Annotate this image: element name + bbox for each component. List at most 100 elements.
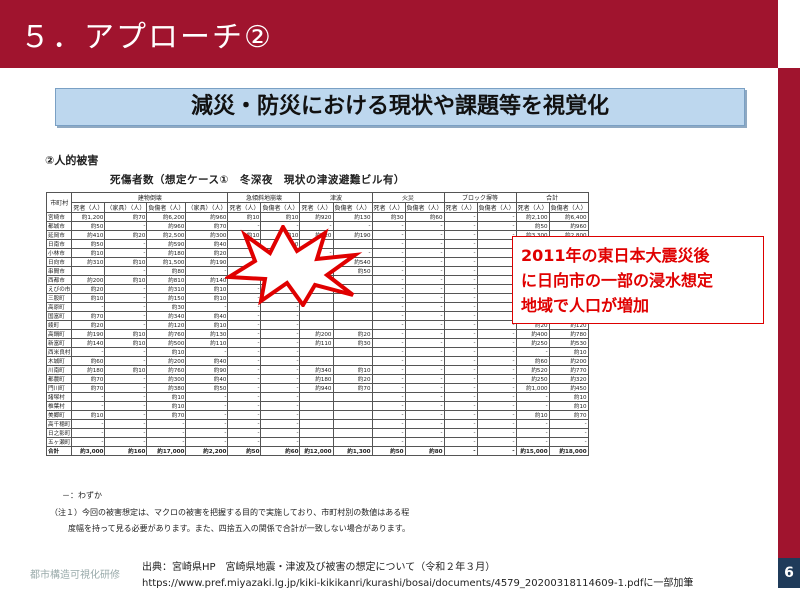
total-cell: - <box>443 446 478 456</box>
municipality-cell: 高千穂町 <box>45 419 73 429</box>
value-cell: - <box>104 374 148 384</box>
value-cell: 約140 <box>185 275 229 285</box>
value-cell: 約20 <box>71 320 106 330</box>
value-cell: - <box>443 221 478 231</box>
value-cell: - <box>476 239 517 249</box>
value-cell: 約20 <box>71 284 106 294</box>
municipality-cell: 日向市 <box>45 257 73 267</box>
value-cell: 約70 <box>71 374 106 384</box>
value-cell: 約10 <box>515 410 550 420</box>
municipality-cell: 小林市 <box>45 248 73 258</box>
table-row: 美郷町 約10- 約70- - - - - - - 約10 約70 <box>45 410 589 420</box>
value-cell: 約520 <box>515 365 550 375</box>
municipality-cell: 串間市 <box>45 266 73 276</box>
table-row: 綾町 約20- 約120 約10- - - - - - 約20 約120 <box>45 320 589 330</box>
value-cell: - <box>476 410 517 420</box>
value-cell: - <box>443 266 478 276</box>
value-cell: 約10 <box>332 365 373 375</box>
municipality-cell: 五ヶ瀬町 <box>45 437 73 447</box>
value-cell: 約50 <box>71 239 106 249</box>
total-cell: 約18,000 <box>548 446 589 456</box>
value-cell: - <box>515 392 550 402</box>
value-cell: - <box>260 311 301 321</box>
value-cell: - <box>104 302 148 312</box>
doc-note: （注１）今回の被害想定は、マクロの被害を把握する目的で実施しており、市町村別の数… <box>50 508 410 517</box>
value-cell: - <box>476 311 517 321</box>
table-row: 門川町 約70- 約380 約50- - 約940 約70- - - - 約1,000 約450 <box>45 383 589 393</box>
value-cell: 約10 <box>548 347 589 357</box>
municipality-cell: 綾町 <box>45 320 73 330</box>
sub-header: 負傷者（人） <box>476 202 517 213</box>
value-cell: - <box>548 428 589 438</box>
sub-header: （家具）（人） <box>185 202 229 213</box>
value-cell: 約300 <box>185 230 229 240</box>
value-cell: - <box>371 302 406 312</box>
value-cell: - <box>260 383 301 393</box>
total-cell: - <box>476 446 517 456</box>
table-row: 諸塚村 - - 約10- - - - - - - - 約10 <box>45 392 589 402</box>
value-cell: - <box>227 338 262 348</box>
value-cell: - <box>443 365 478 375</box>
group-header: 建物倒壊 <box>71 192 229 203</box>
table-row: 都城市 約50- 約960 約70- - - - - - - - 約50 約960 <box>45 221 589 231</box>
total-cell: 約1,300 <box>332 446 373 456</box>
municipality-cell: 都城市 <box>45 221 73 231</box>
value-cell: - <box>185 410 229 420</box>
value-cell: - <box>476 401 517 411</box>
value-cell: 約300 <box>146 374 187 384</box>
table-row: 川南町 約180 約10 約760 約90- - 約340 約10- - - - 約520 約770 <box>45 365 589 375</box>
value-cell: - <box>443 347 478 357</box>
value-cell: - <box>260 338 301 348</box>
value-cell: - <box>146 419 187 429</box>
value-cell: 約310 <box>71 257 106 267</box>
total-row: 合計 約3,000 約160 約17,000 約2,200 約50 約60 約12,000 約1… <box>45 446 589 456</box>
value-cell: 約20 <box>332 329 373 339</box>
value-cell: - <box>371 410 406 420</box>
value-cell: - <box>185 266 229 276</box>
value-cell: - <box>227 347 262 357</box>
value-cell: - <box>443 320 478 330</box>
value-cell: - <box>404 221 445 231</box>
value-cell: - <box>443 293 478 303</box>
value-cell: 約110 <box>299 338 334 348</box>
value-cell: - <box>443 329 478 339</box>
value-cell: 約920 <box>299 212 334 222</box>
total-cell: 約80 <box>404 446 445 456</box>
value-cell: - <box>404 428 445 438</box>
value-cell: - <box>185 437 229 447</box>
value-cell: - <box>104 311 148 321</box>
value-cell: - <box>404 275 445 285</box>
value-cell: - <box>404 356 445 366</box>
value-cell: - <box>104 383 148 393</box>
value-cell: - <box>371 437 406 447</box>
value-cell: 約530 <box>548 338 589 348</box>
value-cell: - <box>185 401 229 411</box>
value-cell: - <box>476 437 517 447</box>
municipality-cell: 日之影町 <box>45 428 73 438</box>
value-cell: - <box>476 374 517 384</box>
value-cell: - <box>404 374 445 384</box>
value-cell: 約70 <box>104 212 148 222</box>
total-cell: 約2,200 <box>185 446 229 456</box>
value-cell: - <box>476 356 517 366</box>
value-cell <box>299 356 334 366</box>
value-cell: - <box>515 428 550 438</box>
value-cell: - <box>371 248 406 258</box>
value-cell: - <box>443 212 478 222</box>
value-cell <box>299 320 334 330</box>
value-cell: - <box>104 239 148 249</box>
value-cell: 約340 <box>146 311 187 321</box>
value-cell: - <box>260 437 301 447</box>
value-cell: 約10 <box>227 212 262 222</box>
value-cell: - <box>260 392 301 402</box>
value-cell: - <box>260 320 301 330</box>
value-cell: 約60 <box>515 356 550 366</box>
value-cell: 約180 <box>146 248 187 258</box>
value-cell: 約190 <box>71 329 106 339</box>
value-cell: - <box>104 392 148 402</box>
group-header: 津波 <box>299 192 373 203</box>
value-cell: 約10 <box>185 320 229 330</box>
value-cell: 約1,500 <box>146 257 187 267</box>
value-cell: 約50 <box>185 383 229 393</box>
